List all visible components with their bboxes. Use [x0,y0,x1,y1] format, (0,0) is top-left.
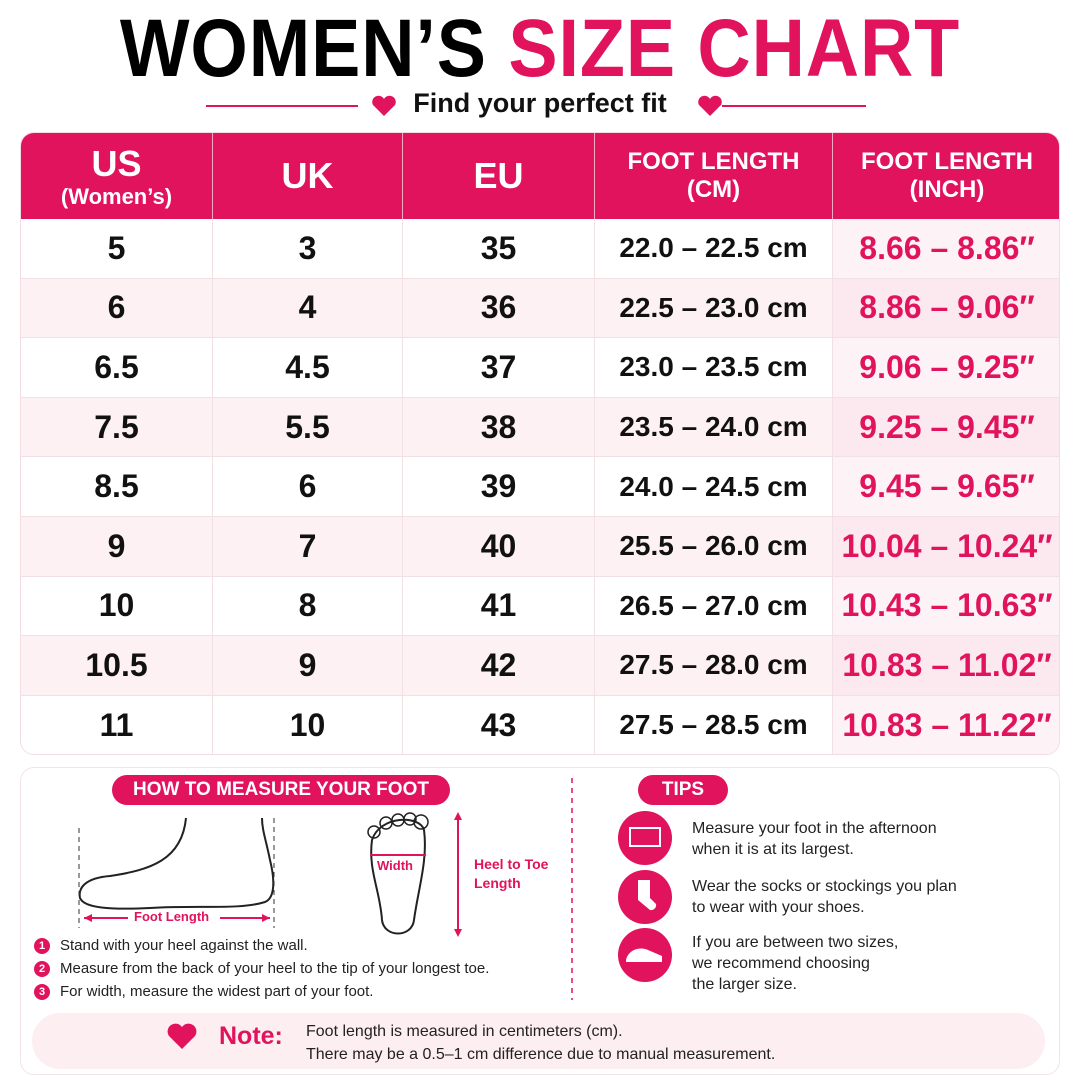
table-cell: 10 [213,695,403,754]
table-cell: 6.5 [21,338,213,398]
table-cell: 35 [403,219,595,279]
table-cell: 8.66 – 8.86″ [833,219,1059,279]
header-text: EU [473,155,524,197]
tip: Measure your foot in the afternoon when i… [692,818,937,860]
step-number: 1 [34,937,50,954]
table-cell: 25.5 – 26.0 cm [595,517,833,577]
illustrations [78,778,672,1000]
table-cell: 9 [213,636,403,696]
header-text: (INCH) [909,176,985,203]
label-line: Length [474,875,521,891]
table-cell: 10.83 – 11.02″ [833,636,1059,696]
table-cell: 26.5 – 27.0 cm [595,576,833,637]
tip-line: Measure your foot in the afternoon [692,820,937,837]
tip-line: Wear the socks or stockings you plan [692,878,957,895]
table-cell: 22.0 – 22.5 cm [595,219,833,279]
note-label: Note: [219,1022,283,1050]
table-cell: 10.5 [21,636,213,696]
table-cell: 43 [403,695,595,754]
step: 2 Measure from the back of your heel to t… [34,960,489,977]
table-cell: 7.5 [21,397,213,458]
subtitle-decor [206,95,866,116]
table-cell: 10 [21,576,213,637]
table-cell: 40 [403,517,595,577]
header-text: FOOT LENGTH [627,148,800,176]
header-text: (Women’s) [60,184,173,210]
tip-line: we recommend choosing [692,955,870,972]
table-cell: 41 [403,576,595,637]
step: 3 For width, measure the widest part of y… [34,983,373,1000]
table-cell: 27.5 – 28.0 cm [595,636,833,696]
table-cell: 36 [403,278,595,339]
table-cell: 10.04 – 10.24″ [833,517,1059,577]
table-cell: 42 [403,636,595,696]
step: 1 Stand with your heel against the wall. [34,937,308,954]
table-cell: 9.25 – 9.45″ [833,397,1059,458]
table-cell: 4 [213,278,403,339]
table-cell: 10.83 – 11.22″ [833,695,1059,754]
note-line: There may be a 0.5–1 cm difference due t… [306,1046,776,1063]
table-cell: 8.5 [21,457,213,517]
header-cell: UK [213,133,403,219]
tip-line: the larger size. [692,976,797,993]
table-cell: 5 [21,219,213,279]
table-cell: 9 [21,517,213,577]
subtitle: Find your perfect fit [413,88,667,118]
step-number: 3 [34,983,50,1000]
title-dark: WOMEN’S [119,3,487,94]
header-text: (CM) [686,176,741,203]
header-text: FOOT LENGTH [861,148,1033,176]
table-cell: 9.06 – 9.25″ [833,338,1059,398]
header-cell: FOOT LENGTH (INCH) [833,133,1059,219]
measure-title: HOW TO MEASURE YOUR FOOT [112,775,450,805]
note-box [32,1013,1045,1069]
label-line: Heel to Toe [474,856,549,872]
table-cell: 10.43 – 10.63″ [833,576,1059,637]
note-heart [167,1023,197,1049]
table-cell: 37 [403,338,595,398]
step-number: 2 [34,960,50,977]
step-text: Measure from the back of your heel to th… [60,960,490,977]
table-cell: 23.0 – 23.5 cm [595,338,833,398]
header-text: UK [281,155,334,197]
step-text: Stand with your heel against the wall. [60,937,308,954]
table-cell: 23.5 – 24.0 cm [595,397,833,458]
info-panel [20,767,1060,1075]
foot-length-label: Foot Length [134,909,210,924]
width-label: Width [377,858,413,873]
table-cell: 6 [21,278,213,339]
header-cell: EU [403,133,595,219]
table-cell: 24.0 – 24.5 cm [595,457,833,517]
size-table: US (Women’s) UK EU FOOT LENGTH (CM) FOOT LENGT… [20,132,1060,755]
title: WOMEN’S SIZE CHART [54,2,1026,96]
table-cell: 6 [213,457,403,517]
header-cell: US (Women’s) [21,133,213,219]
table-cell: 27.5 – 28.5 cm [595,695,833,754]
table-cell: 38 [403,397,595,458]
note-text: Foot length is measured in centimeters (… [306,1020,775,1066]
header-text: US [91,142,142,184]
tip-line: when it is at its largest. [692,841,854,858]
table-cell: 3 [213,219,403,279]
table-cell: 9.45 – 9.65″ [833,457,1059,517]
header-cell: FOOT LENGTH (CM) [595,133,833,219]
step-text: For width, measure the widest part of yo… [60,983,374,1000]
tip: If you are between two sizes, we recommen… [692,932,898,995]
tip-line: If you are between two sizes, [692,934,899,951]
table-cell: 39 [403,457,595,517]
table-cell: 8.86 – 9.06″ [833,278,1059,339]
tips-title: TIPS [638,775,728,805]
table-cell: 11 [21,695,213,754]
tip: Wear the socks or stockings you plan to w… [692,876,957,918]
table-cell: 8 [213,576,403,637]
table-cell: 22.5 – 23.0 cm [595,278,833,339]
tip-line: to wear with your shoes. [692,899,865,916]
table-cell: 5.5 [213,397,403,458]
note-line: Foot length is measured in centimeters (… [306,1023,623,1040]
heel-to-toe-label: Heel to Toe Length [474,855,548,893]
table-cell: 7 [213,517,403,577]
table-cell: 4.5 [213,338,403,398]
title-accent: SIZE CHART [508,3,961,94]
